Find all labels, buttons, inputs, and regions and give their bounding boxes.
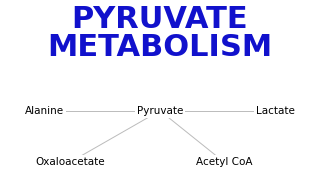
Text: Lactate: Lactate [256,106,295,116]
Text: Acetyl CoA: Acetyl CoA [196,157,252,167]
Text: Alanine: Alanine [25,106,64,116]
Text: Pyruvate: Pyruvate [137,106,183,116]
Text: PYRUVATE
METABOLISM: PYRUVATE METABOLISM [47,5,273,62]
Text: Oxaloacetate: Oxaloacetate [36,157,105,167]
